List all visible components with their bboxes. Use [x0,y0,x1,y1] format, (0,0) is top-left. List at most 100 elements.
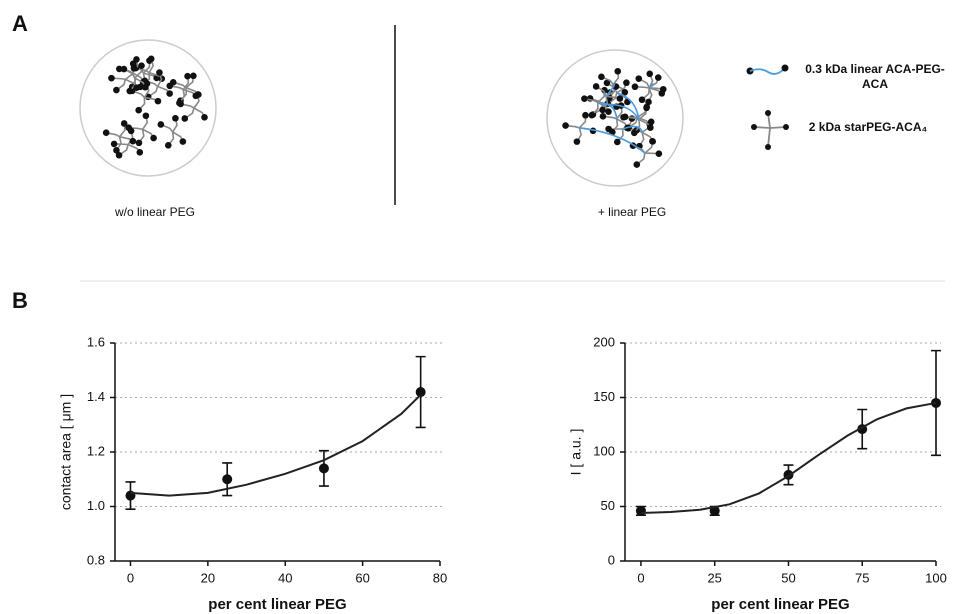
fit-line [640,401,937,515]
y-tick-label: 200 [593,334,615,349]
network-node [582,111,589,119]
network-node [154,97,162,105]
network-strand [625,116,640,121]
linear-strand [622,125,643,133]
x-tick-label: 50 [781,570,795,585]
network-node [605,108,612,115]
network-node [172,114,179,122]
network-node [621,88,629,96]
x-tick-label: 75 [855,570,869,585]
y-tick-label: 1.0 [87,498,105,513]
network-node [113,147,120,154]
y-axis-label: contact area [ μm ] [58,394,74,510]
data-point [318,463,329,474]
network-strand [584,97,599,104]
network-node [110,140,118,148]
linear-strand [616,92,640,120]
network-node [102,129,110,136]
linear-strand [605,83,616,97]
network-node [176,99,183,107]
network-node [120,65,128,73]
network-node [190,72,197,80]
network-node [157,121,165,128]
network-strand [565,124,580,129]
legend-label: 2 kDa starPEG-ACA₄ [809,120,928,134]
y-axis-label: I [ a.u. ] [568,429,584,476]
network-node [135,139,143,147]
x-tick-label: 0 [127,570,134,585]
network-node [181,115,189,122]
network-node [599,112,607,120]
x-tick-label: 0 [637,570,644,585]
legend-label: ACA [862,77,888,91]
legend-label: 0.3 kDa linear ACA-PEG- [805,62,945,76]
network-node [631,83,639,91]
network-node [108,74,115,82]
network-node [654,74,662,81]
legend-icon [781,64,789,72]
network-node [192,92,200,100]
x-tick-label: 20 [201,570,215,585]
network-node [613,138,621,146]
y-tick-label: 0.8 [87,552,105,567]
network-strand [602,115,617,120]
linear-strand [648,83,654,89]
network-node [184,72,191,80]
network-strand [111,77,126,81]
network-node [127,127,135,135]
network [102,55,667,168]
network-node [659,85,667,93]
network-node [601,86,608,94]
caption: + linear PEG [598,205,666,219]
network-node [633,161,641,168]
network-node [599,106,606,114]
network-strand [114,143,129,146]
network-node [138,62,145,70]
network-node [201,114,208,121]
legend-icon [753,112,787,148]
network-node [655,150,663,157]
network-node [129,137,137,145]
network-node [643,104,650,112]
network-node [150,134,157,142]
panel-label: B [12,288,28,313]
panel-label: A [12,11,28,36]
network-circle [79,39,217,177]
network-node [598,73,605,81]
data-point [415,387,426,398]
y-tick-label: 1.2 [87,443,105,458]
y-tick-label: 50 [601,498,615,513]
y-tick-label: 0 [608,552,615,567]
network-node [562,122,569,129]
network-node [147,55,155,63]
network-node [588,111,596,119]
network-node [115,151,123,159]
network-node [573,138,581,145]
network-node [135,106,142,114]
network-node [649,138,656,145]
network-node [133,84,140,91]
network-node [179,138,187,145]
x-tick-label: 60 [355,570,369,585]
network-node [616,95,624,102]
network-node [130,64,138,72]
x-axis-label: per cent linear PEG [208,596,346,613]
x-tick-label: 40 [278,570,292,585]
network-node [623,79,630,87]
network-node [647,124,654,131]
network-node [113,86,120,94]
data-point [125,490,136,501]
network-node [630,129,638,137]
network-circle [546,49,684,187]
network-node [156,69,163,76]
network-strand [169,85,184,91]
network-node [645,98,652,106]
network-strand [180,103,195,109]
legend-icon [749,68,785,75]
network-node [126,87,134,95]
network-node [164,141,172,149]
network-node [638,96,646,104]
caption: w/o linear PEG [114,205,195,219]
data-point [635,505,646,516]
